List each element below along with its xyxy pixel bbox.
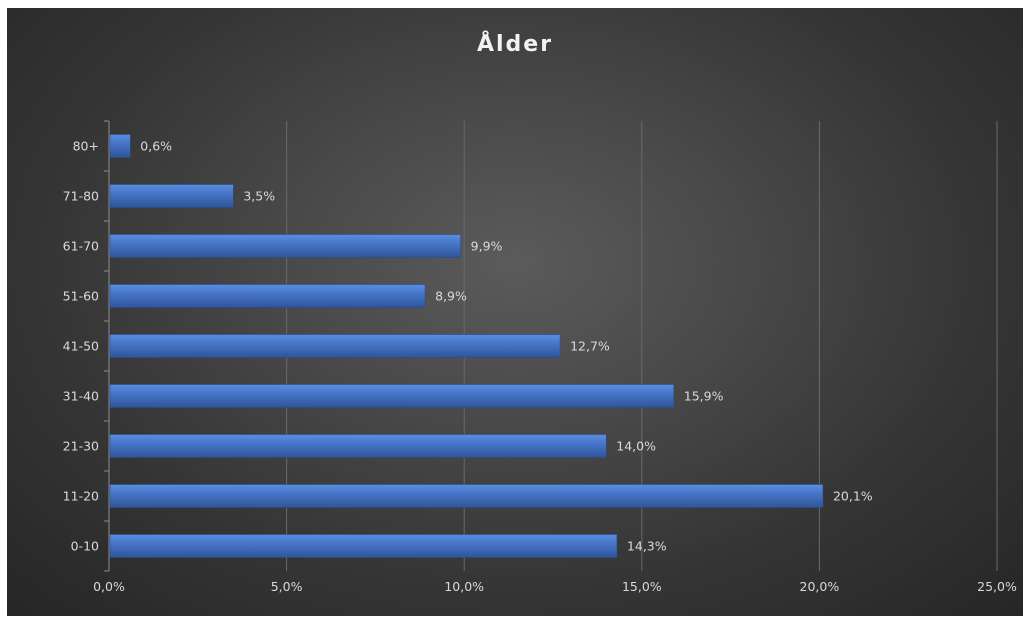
bar bbox=[109, 384, 675, 408]
axes bbox=[104, 120, 110, 572]
data-label: 14,3% bbox=[627, 539, 667, 554]
data-label: 20,1% bbox=[833, 489, 873, 504]
data-label: 12,7% bbox=[570, 339, 610, 354]
x-tick-label: 20,0% bbox=[800, 579, 840, 594]
chart-title: Ålder bbox=[477, 31, 553, 57]
x-tick-label: 25,0% bbox=[977, 579, 1017, 594]
tick-labels: 80+ 71-80 61-70 51-60 41-50 31-40 21-30 11-20 0-… bbox=[63, 139, 1017, 595]
y-tick-label: 41-50 bbox=[63, 339, 99, 354]
bars bbox=[109, 134, 824, 558]
y-tick-label: 31-40 bbox=[63, 389, 99, 404]
bar bbox=[109, 234, 461, 258]
y-tick-label: 51-60 bbox=[63, 289, 99, 304]
x-tick-label: 15,0% bbox=[622, 579, 662, 594]
y-tick-label: 21-30 bbox=[63, 439, 99, 454]
x-tick-label: 10,0% bbox=[444, 579, 484, 594]
bar bbox=[109, 334, 561, 358]
bar-chart: Ålder 0,6% 3,5% 9,9% 8,9% 12,7% 15,9% 14,0% 20,… bbox=[63, 31, 1017, 595]
data-label: 8,9% bbox=[435, 289, 467, 304]
bar bbox=[109, 134, 131, 158]
bar bbox=[109, 284, 426, 308]
x-tick-label: 0,0% bbox=[93, 579, 125, 594]
data-label: 15,9% bbox=[684, 389, 724, 404]
y-tick-label: 80+ bbox=[73, 139, 99, 154]
bar bbox=[109, 434, 607, 458]
y-tick-label: 11-20 bbox=[63, 489, 99, 504]
data-label: 3,5% bbox=[243, 189, 275, 204]
x-tick-label: 5,0% bbox=[271, 579, 303, 594]
y-tick-label: 71-80 bbox=[63, 189, 99, 204]
data-labels: 0,6% 3,5% 9,9% 8,9% 12,7% 15,9% 14,0% 20,1% 14,3… bbox=[140, 139, 872, 554]
bar bbox=[109, 534, 618, 558]
y-tick-label: 0-10 bbox=[71, 539, 99, 554]
data-label: 9,9% bbox=[471, 239, 503, 254]
chart-area: Ålder 0,6% 3,5% 9,9% 8,9% 12,7% 15,9% 14,0% 20,… bbox=[7, 8, 1023, 616]
y-tick-label: 61-70 bbox=[63, 239, 99, 254]
bar bbox=[109, 484, 824, 508]
data-label: 14,0% bbox=[616, 439, 656, 454]
bar bbox=[109, 184, 234, 208]
data-label: 0,6% bbox=[140, 139, 172, 154]
